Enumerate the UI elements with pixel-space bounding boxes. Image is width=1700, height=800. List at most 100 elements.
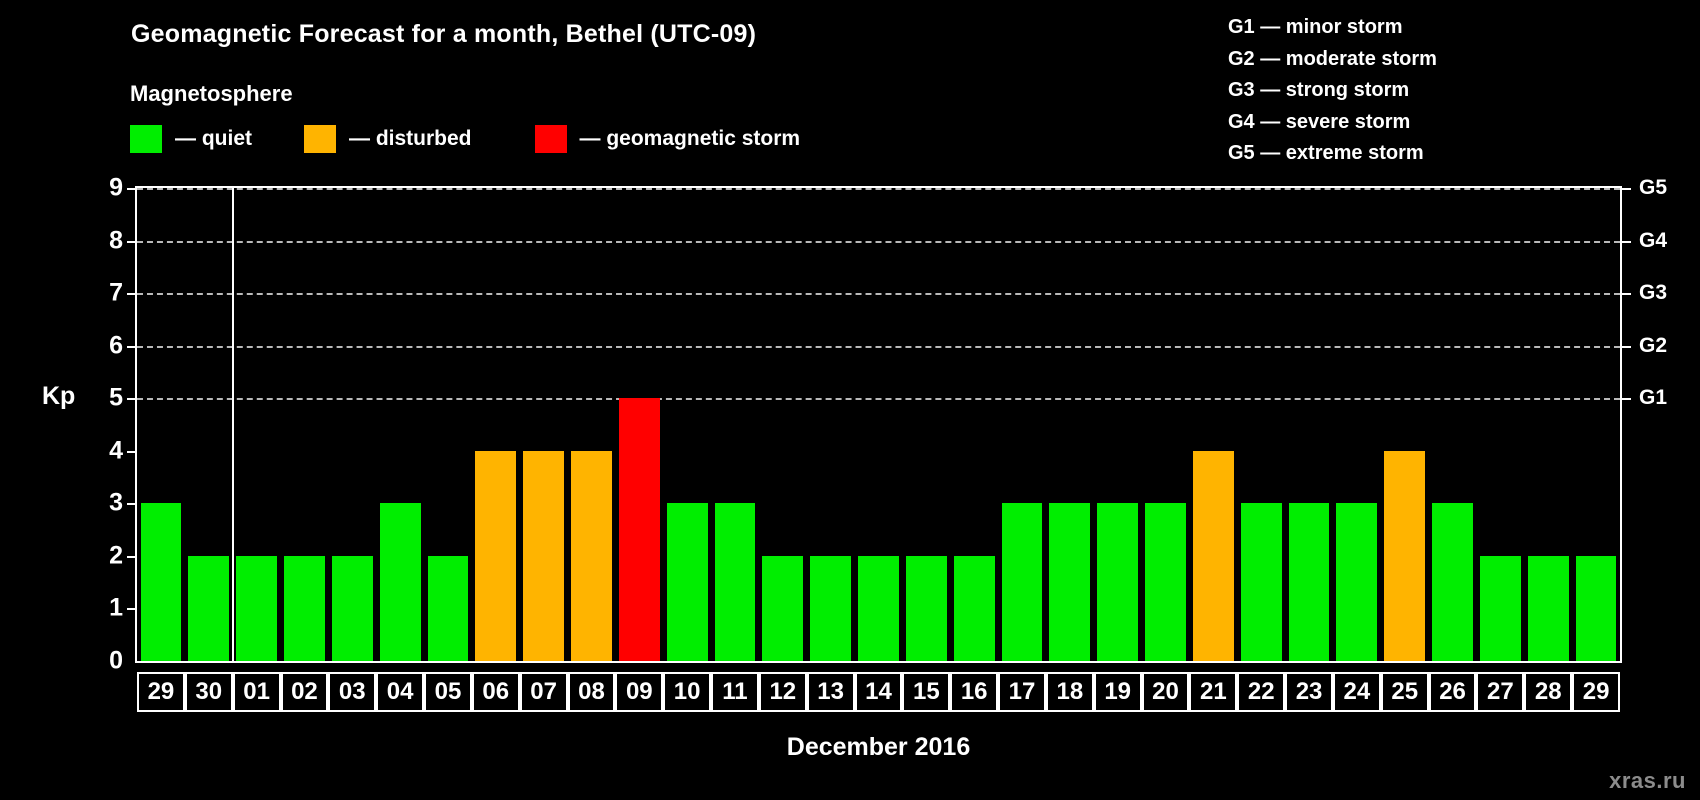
- y-axis-tick-label-1: 1: [109, 593, 123, 622]
- bar-day-20[interactable]: [1145, 503, 1186, 661]
- x-axis-date-0[interactable]: 29: [137, 672, 185, 712]
- x-axis-date-13[interactable]: 12: [758, 672, 807, 712]
- x-axis-date-7[interactable]: 06: [471, 672, 520, 712]
- x-axis-date-9[interactable]: 08: [567, 672, 616, 712]
- magnetosphere-label: Magnetosphere: [130, 81, 293, 106]
- x-axis-date-6[interactable]: 05: [424, 672, 472, 712]
- bar-day-26[interactable]: [1432, 503, 1473, 661]
- bar-day-09[interactable]: [618, 398, 660, 661]
- x-axis-date-22[interactable]: 21: [1189, 672, 1238, 712]
- plot-inner: [137, 188, 1620, 661]
- x-axis-date-24[interactable]: 23: [1285, 672, 1333, 712]
- y-axis-tick-label-2: 2: [109, 541, 123, 570]
- x-axis-date-18[interactable]: 17: [998, 672, 1046, 712]
- bar-day-02[interactable]: [284, 555, 325, 661]
- x-axis-date-25[interactable]: 24: [1332, 672, 1381, 712]
- legend-label-storm: — geomagnetic storm: [579, 127, 801, 150]
- x-axis-date-5[interactable]: 04: [376, 672, 425, 712]
- x-axis-date-23[interactable]: 22: [1237, 672, 1286, 712]
- bar-day-12[interactable]: [762, 555, 804, 661]
- bar-day-25[interactable]: [1384, 450, 1426, 661]
- magnetosphere-legend: — quiet — disturbed — geomagnetic storm: [130, 125, 800, 153]
- bar-day-21[interactable]: [1192, 450, 1234, 661]
- bar-day-01[interactable]: [236, 555, 277, 661]
- g-scale-row-g4: G4 — severe storm: [1228, 110, 1411, 133]
- g-scale-row-g5: G5 — extreme storm: [1228, 142, 1424, 164]
- bar-day-11[interactable]: [714, 503, 756, 661]
- x-axis-date-17[interactable]: 16: [950, 672, 999, 712]
- bar-day-27[interactable]: [1479, 555, 1521, 661]
- page-title: Geomagnetic Forecast for a month, Bethel…: [131, 20, 757, 48]
- bar-day-10[interactable]: [666, 503, 708, 661]
- bar-day-13[interactable]: [810, 555, 852, 661]
- y-axis-tick-label-7: 7: [109, 278, 123, 307]
- bar-day-24[interactable]: [1336, 503, 1378, 661]
- bar-day-17[interactable]: [1001, 503, 1043, 661]
- bar-day-22[interactable]: [1240, 503, 1282, 661]
- bar-series: [137, 188, 1620, 661]
- bar-day-14[interactable]: [858, 555, 899, 661]
- x-axis-date-26[interactable]: 25: [1380, 672, 1429, 712]
- g-axis-label-g1: G1: [1639, 386, 1668, 410]
- month-divider: [231, 188, 234, 661]
- g-axis-tick-g3: [1622, 293, 1631, 296]
- legend-label-quiet: — quiet: [175, 127, 252, 150]
- x-axis-date-11[interactable]: 10: [663, 672, 712, 712]
- legend-item-disturbed: — disturbed: [304, 125, 472, 153]
- g-axis-label-g5: G5: [1639, 176, 1668, 199]
- x-axis-date-4[interactable]: 03: [328, 672, 377, 712]
- x-axis-date-19[interactable]: 18: [1045, 672, 1094, 712]
- g-scale-row-g2: G2 — moderate storm: [1228, 47, 1437, 70]
- bar-day-30[interactable]: [188, 555, 230, 661]
- bar-day-15[interactable]: [905, 555, 947, 661]
- y-axis-tick-7: [127, 293, 137, 296]
- bar-day-06[interactable]: [475, 450, 517, 661]
- bar-day-03[interactable]: [331, 555, 373, 661]
- bar-day-18[interactable]: [1049, 503, 1091, 661]
- legend-swatch-storm: [534, 125, 567, 153]
- x-axis-title: December 2016: [786, 733, 971, 761]
- bar-day-29[interactable]: [140, 503, 182, 661]
- x-axis-date-2[interactable]: 01: [232, 672, 281, 712]
- y-axis-tick-label-0: 0: [109, 646, 123, 675]
- bar-day-29[interactable]: [1575, 555, 1617, 661]
- x-axis-date-27[interactable]: 26: [1428, 672, 1477, 712]
- legend-item-quiet: — quiet: [130, 125, 252, 153]
- x-axis-date-1[interactable]: 30: [184, 672, 233, 712]
- x-axis-date-12[interactable]: 11: [711, 672, 759, 712]
- x-axis-date-29[interactable]: 28: [1524, 672, 1573, 712]
- g-scale-legend: G1 — minor storm G2 — moderate storm G3 …: [1228, 12, 1437, 170]
- x-axis-date-20[interactable]: 19: [1093, 672, 1142, 712]
- plot-box: [135, 186, 1622, 663]
- y-axis-tick-label-9: 9: [109, 173, 123, 202]
- bar-day-16[interactable]: [953, 555, 995, 661]
- gridline-kp-8: [137, 240, 1620, 243]
- watermark: xras.ru: [1609, 768, 1686, 793]
- x-axis-date-16[interactable]: 15: [902, 672, 951, 712]
- bar-day-07[interactable]: [523, 450, 565, 661]
- legend-item-storm: — geomagnetic storm: [534, 125, 801, 153]
- x-axis-date-30[interactable]: 29: [1572, 672, 1620, 712]
- x-axis-date-28[interactable]: 27: [1476, 672, 1525, 712]
- x-axis-date-21[interactable]: 20: [1141, 672, 1190, 712]
- y-axis-tick-1: [127, 608, 137, 611]
- y-axis-tick-label-8: 8: [109, 226, 123, 255]
- bar-day-23[interactable]: [1288, 503, 1330, 661]
- bar-day-05[interactable]: [427, 555, 469, 661]
- g-scale-row-g3: G3 — strong storm: [1228, 79, 1410, 101]
- bar-day-04[interactable]: [379, 503, 421, 661]
- x-axis-date-3[interactable]: 02: [280, 672, 329, 712]
- g-axis-tick-g4: [1622, 240, 1631, 243]
- legend-swatch-quiet: [130, 125, 162, 153]
- bar-day-08[interactable]: [571, 450, 612, 661]
- x-axis-date-10[interactable]: 09: [615, 672, 664, 712]
- g-scale-row-g1: G1 — minor storm: [1228, 16, 1403, 38]
- x-axis-date-8[interactable]: 07: [519, 672, 568, 712]
- y-axis-tick-3: [127, 503, 137, 506]
- bar-day-19[interactable]: [1097, 503, 1139, 661]
- y-axis-tick-label-6: 6: [109, 331, 123, 360]
- y-axis-tick-label-3: 3: [109, 488, 123, 517]
- bar-day-28[interactable]: [1527, 555, 1569, 661]
- x-axis-date-15[interactable]: 14: [854, 672, 903, 712]
- x-axis-date-14[interactable]: 13: [806, 672, 855, 712]
